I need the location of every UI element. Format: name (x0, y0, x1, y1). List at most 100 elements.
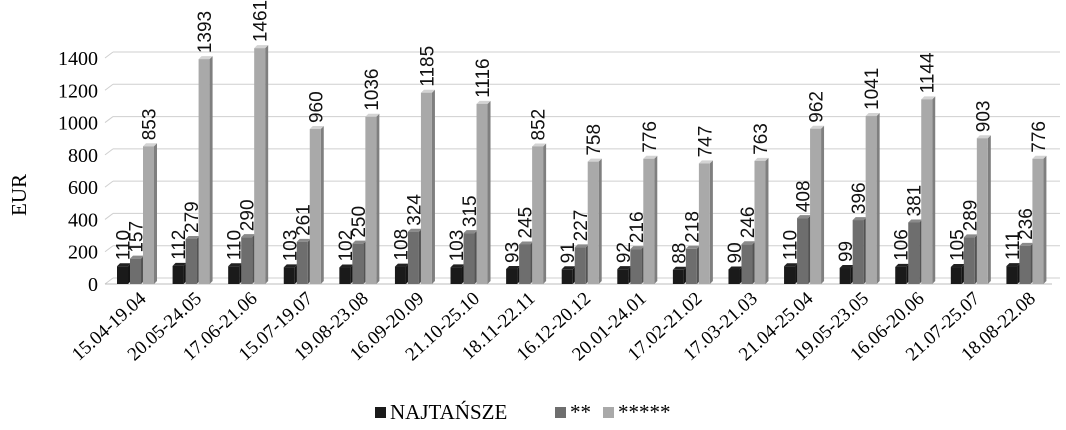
bar (685, 248, 697, 284)
data-label: 279 (182, 201, 203, 233)
bar (365, 116, 377, 284)
bar (741, 244, 753, 284)
data-label: 227 (571, 210, 592, 242)
bar (865, 115, 877, 285)
data-label: 1116 (473, 58, 494, 97)
bar (728, 269, 740, 284)
data-label: 110 (114, 230, 135, 260)
bar (117, 266, 128, 284)
bar (1019, 245, 1031, 284)
data-label: 381 (905, 185, 926, 217)
bar (976, 138, 988, 284)
bar (852, 220, 864, 284)
data-label: 236 (1016, 208, 1037, 240)
gridline (104, 148, 114, 156)
data-label: 903 (973, 101, 994, 133)
bar-top (506, 265, 521, 269)
bar-side (876, 112, 880, 285)
bar-top (895, 263, 910, 267)
gridline (104, 83, 114, 91)
y-axis-ticks: 0 200 400 600 800 1000 1200 1400 (58, 48, 98, 296)
bar (339, 267, 351, 284)
bar-top (963, 234, 978, 238)
data-label: 776 (640, 121, 661, 153)
bar-top (172, 262, 187, 266)
bar (463, 233, 475, 284)
y-axis-label: EUR (7, 174, 31, 216)
data-label: 110 (781, 230, 802, 260)
bar-top (643, 155, 658, 159)
bar (309, 129, 321, 284)
bar (130, 258, 141, 284)
bar (143, 146, 154, 284)
data-label: 245 (516, 207, 537, 239)
bar-top (117, 263, 131, 267)
bar (754, 160, 766, 284)
bar-top (352, 240, 367, 244)
bar (172, 265, 184, 284)
legend-swatch (375, 407, 386, 418)
bar-top (698, 160, 713, 164)
bar-side (709, 160, 713, 284)
bar (963, 237, 975, 284)
y-tick-label: 800 (68, 145, 98, 167)
data-label: 99 (836, 241, 857, 262)
data-label: 1185 (417, 46, 438, 87)
legend-label: ***** (618, 400, 671, 424)
bar (283, 267, 295, 284)
bar-side (487, 100, 491, 285)
bar (587, 161, 599, 284)
bar (394, 266, 406, 284)
bar (185, 238, 197, 284)
bar-top (921, 96, 936, 100)
bar (476, 103, 488, 285)
bar (228, 266, 240, 284)
data-label: 216 (627, 211, 648, 243)
bar-side (431, 89, 435, 284)
bar-top (630, 246, 645, 250)
data-label: 90 (725, 242, 746, 263)
bar-side (320, 126, 324, 285)
bar-top (339, 264, 354, 268)
bar (698, 163, 710, 284)
bar (241, 237, 253, 284)
bar (574, 247, 586, 284)
bar (532, 146, 544, 284)
data-label: 103 (280, 230, 301, 262)
data-label: 747 (695, 126, 716, 158)
bar-top (617, 266, 632, 270)
data-label: 1393 (195, 11, 216, 53)
bar-top (407, 228, 422, 232)
bar-top (519, 241, 534, 245)
data-label: 315 (460, 195, 481, 227)
data-label: 852 (529, 109, 550, 141)
data-label: 290 (238, 199, 259, 231)
bar-top (587, 158, 602, 162)
bar-side (376, 113, 380, 284)
bar-top (198, 56, 213, 60)
bar (420, 92, 432, 284)
data-label: 776 (1029, 121, 1050, 153)
bar-top (450, 264, 465, 268)
data-label: 1461 (251, 0, 272, 42)
data-label: 110 (225, 230, 246, 260)
legend: NAJTAŃSZE ** ***** (375, 400, 671, 424)
bar-side (932, 96, 936, 284)
data-label: 396 (849, 182, 870, 214)
bar-top (1019, 242, 1034, 246)
legend-swatch (555, 407, 566, 418)
data-label: 111 (1003, 231, 1024, 260)
bar-side (987, 135, 991, 284)
gridline (104, 213, 114, 220)
data-label: 246 (738, 207, 759, 239)
bar (950, 267, 962, 284)
gridline (104, 116, 114, 123)
bar-top (532, 143, 547, 147)
data-label: 250 (349, 206, 370, 238)
bar-top (728, 266, 743, 270)
bar-top (976, 135, 991, 139)
data-label: 103 (447, 230, 468, 262)
bar-top (241, 234, 256, 238)
data-label: 962 (807, 91, 828, 123)
gridline (104, 51, 114, 59)
